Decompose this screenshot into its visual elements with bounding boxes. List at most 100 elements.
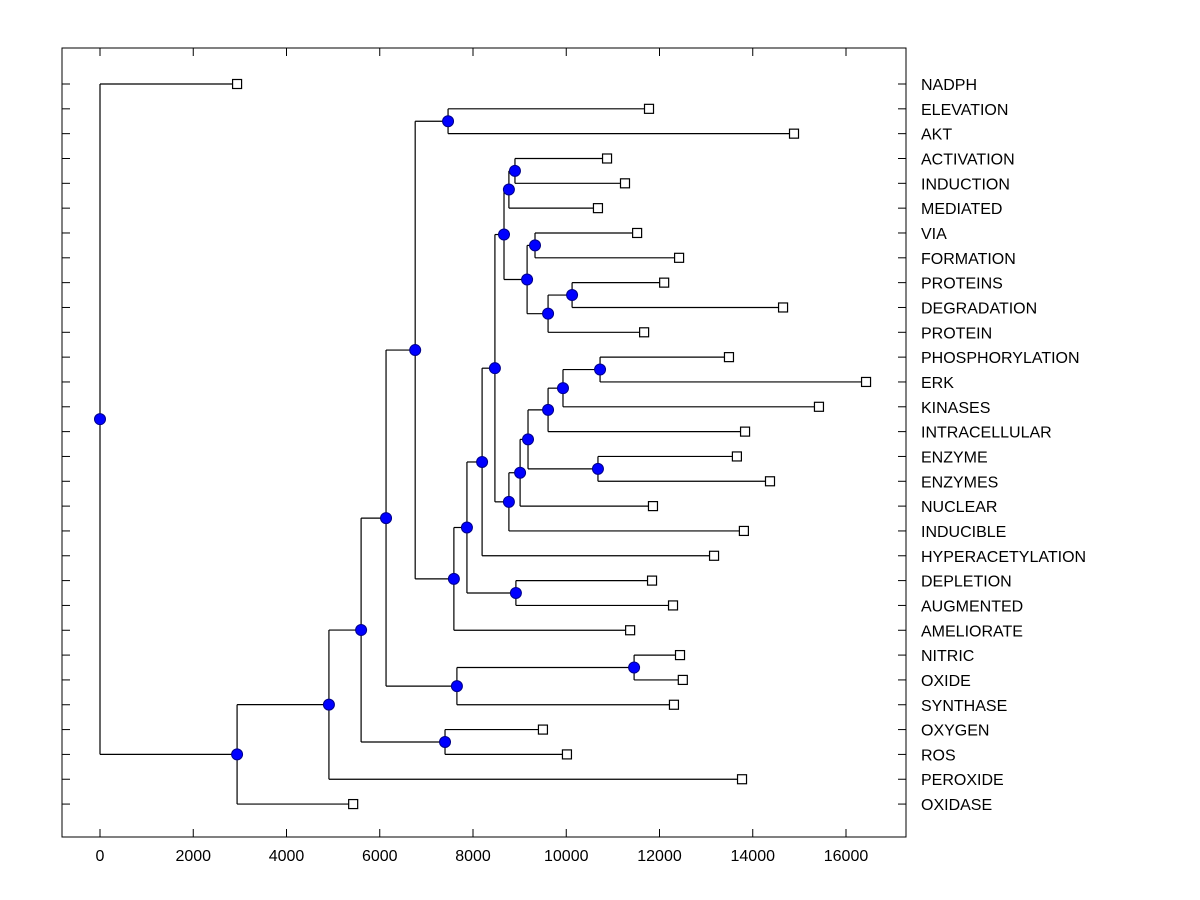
internal-node-marker xyxy=(566,289,579,302)
leaf-marker xyxy=(601,153,613,164)
leaf-label-erk: ERK xyxy=(921,375,954,392)
internal-node-marker xyxy=(628,661,641,674)
x-tick-label: 10000 xyxy=(544,848,589,865)
leaf-marker xyxy=(659,277,670,288)
internal-node-marker xyxy=(498,228,511,241)
leaf-label-enzyme: ENZYME xyxy=(921,449,988,466)
leaf-marker xyxy=(860,376,872,388)
internal-node-marker xyxy=(542,307,555,320)
leaf-marker xyxy=(667,600,679,611)
leaf-label-akt: AKT xyxy=(921,127,952,144)
internal-node-marker xyxy=(94,413,106,426)
internal-node-marker xyxy=(476,455,489,468)
leaf-label-kinases: KINASES xyxy=(921,400,990,417)
leaf-marker xyxy=(736,774,748,785)
leaf-marker xyxy=(632,227,643,239)
leaf-label-augmented: AUGMENTED xyxy=(921,598,1023,615)
internal-node-marker xyxy=(231,748,244,761)
x-tick-label: 14000 xyxy=(731,848,776,865)
leaf-label-mediated: MEDIATED xyxy=(921,201,1002,218)
leaf-marker xyxy=(708,550,720,561)
leaf-marker xyxy=(764,476,776,487)
internal-node-marker xyxy=(322,698,335,711)
y-axis-ticks xyxy=(62,83,906,805)
internal-node-marker xyxy=(450,680,463,693)
internal-node-marker xyxy=(380,512,393,525)
leaf-marker xyxy=(723,352,735,363)
internal-node-marker xyxy=(521,273,534,286)
leaf-label-synthase: SYNTHASE xyxy=(921,698,1007,715)
leaf-marker xyxy=(625,625,636,636)
internal-node-marker xyxy=(502,495,515,508)
leaf-label-induction: INDUCTION xyxy=(921,176,1010,193)
internal-node-marker xyxy=(514,466,527,479)
leaf-label-nitric: NITRIC xyxy=(921,648,974,665)
leaf-marker xyxy=(674,649,686,661)
x-axis-ticks: 0 2000 4000 6000 8000 10000 12000 14000 16000 xyxy=(96,48,869,865)
x-tick-label: 8000 xyxy=(455,848,491,865)
x-tick-label: 4000 xyxy=(269,848,305,865)
internal-node-markers xyxy=(94,115,641,761)
internal-node-marker xyxy=(355,624,368,637)
leaf-label-enzymes: ENZYMES xyxy=(921,474,998,491)
leaf-marker xyxy=(731,451,742,462)
leaf-label-intracellular: INTRACELLULAR xyxy=(921,425,1052,442)
leaf-marker xyxy=(647,501,659,512)
leaf-marker xyxy=(619,178,631,189)
x-tick-label: 6000 xyxy=(362,848,398,865)
x-tick-label: 12000 xyxy=(637,848,682,865)
internal-node-marker xyxy=(442,115,455,128)
leaf-marker xyxy=(668,699,680,710)
internal-node-marker xyxy=(488,362,501,375)
leaf-marker xyxy=(673,252,685,263)
x-tick-label: 2000 xyxy=(175,848,211,865)
leaf-label-inducible: INDUCIBLE xyxy=(921,524,1006,541)
leaf-marker xyxy=(677,674,688,686)
leaf-marker xyxy=(348,798,359,810)
leaf-label-depletion: DEPLETION xyxy=(921,574,1012,591)
internal-node-marker xyxy=(508,164,521,177)
internal-node-marker xyxy=(439,735,452,748)
leaf-label-degradation: DEGRADATION xyxy=(921,300,1037,317)
leaf-marker xyxy=(738,525,749,537)
leaf-marker xyxy=(561,749,573,760)
leaf-markers xyxy=(231,78,872,810)
leaf-label-ameliorate: AMELIORATE xyxy=(921,623,1023,640)
leaf-marker xyxy=(813,401,825,412)
leaf-label-elevation: ELEVATION xyxy=(921,102,1008,119)
leaf-labels: NADPH ELEVATION AKT ACTIVATION INDUCTION MEDI… xyxy=(921,77,1086,814)
internal-node-marker xyxy=(502,183,515,196)
x-tick-label: 16000 xyxy=(824,848,869,865)
leaf-marker xyxy=(643,103,655,114)
leaf-label-via: VIA xyxy=(921,226,947,243)
leaf-label-proteins: PROTEINS xyxy=(921,276,1003,293)
leaf-label-hyperacetylation: HYPERACETYLATION xyxy=(921,549,1086,566)
leaf-label-oxygen: OXYGEN xyxy=(921,723,989,740)
leaf-marker xyxy=(592,203,604,214)
leaf-label-ros: ROS xyxy=(921,747,956,764)
internal-node-marker xyxy=(522,433,535,446)
internal-node-marker xyxy=(542,403,555,416)
internal-node-marker xyxy=(409,344,422,357)
internal-node-marker xyxy=(594,363,607,376)
internal-node-marker xyxy=(591,462,604,475)
internal-node-marker xyxy=(447,572,460,585)
plot-frame xyxy=(61,47,907,838)
internal-node-marker xyxy=(529,239,542,252)
internal-node-marker xyxy=(556,382,569,395)
leaf-marker xyxy=(646,575,658,586)
leaf-label-peroxide: PEROXIDE xyxy=(921,772,1004,789)
leaf-label-formation: FORMATION xyxy=(921,251,1016,268)
leaf-label-phosphorylation: PHOSPHORYLATION xyxy=(921,350,1080,367)
internal-node-marker xyxy=(460,521,473,534)
leaf-label-oxide: OXIDE xyxy=(921,673,971,690)
internal-node-marker xyxy=(509,587,522,600)
leaf-label-nadph: NADPH xyxy=(921,77,977,94)
x-tick-label: 0 xyxy=(96,848,105,865)
leaf-label-nuclear: NUCLEAR xyxy=(921,499,997,516)
leaf-label-activation: ACTIVATION xyxy=(921,151,1015,168)
leaf-marker xyxy=(777,302,789,313)
leaf-marker xyxy=(739,426,751,437)
leaf-label-protein: PROTEIN xyxy=(921,325,992,342)
